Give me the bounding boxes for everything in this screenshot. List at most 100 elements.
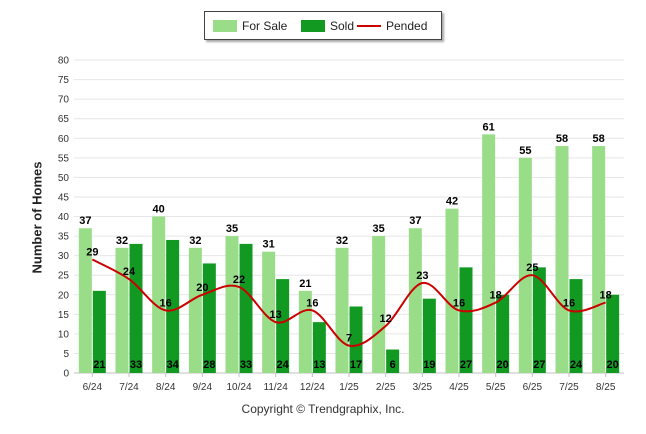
- y-tick-label: 40: [58, 212, 70, 223]
- y-tick-label: 60: [58, 134, 70, 145]
- bar-for-sale: [225, 236, 239, 373]
- legend-label-sold: Sold: [330, 19, 355, 33]
- data-label-pended: 18: [490, 290, 502, 302]
- y-tick-label: 50: [58, 173, 70, 184]
- bar-sold: [532, 267, 546, 373]
- data-label-sold: 33: [130, 359, 142, 371]
- data-label-for-sale: 35: [373, 223, 385, 235]
- y-tick-label: 35: [58, 232, 70, 243]
- x-tick-label: 5/25: [486, 382, 506, 393]
- data-label-for-sale: 40: [153, 204, 165, 216]
- data-label-pended: 7: [346, 333, 352, 345]
- y-tick-label: 80: [58, 56, 70, 67]
- bar-for-sale: [592, 146, 606, 373]
- legend-swatch-for-sale: [213, 20, 237, 32]
- legend-swatch-pended: [357, 25, 381, 27]
- bar-for-sale: [188, 247, 202, 373]
- data-label-for-sale: 61: [483, 121, 495, 133]
- x-tick-label: 6/25: [523, 382, 543, 393]
- data-label-for-sale: 32: [336, 235, 348, 247]
- bar-for-sale: [335, 247, 349, 373]
- data-label-pended: 16: [160, 297, 172, 309]
- data-label-sold: 19: [423, 359, 435, 371]
- x-tick-label: 8/24: [156, 382, 176, 393]
- data-label-pended: 16: [563, 297, 575, 309]
- bar-sold: [202, 263, 216, 373]
- bar-for-sale: [262, 251, 276, 373]
- data-label-sold: 20: [497, 359, 509, 371]
- data-label-sold: 21: [93, 359, 105, 371]
- bar-sold: [92, 290, 106, 373]
- y-axis-label: Number of Homes: [29, 161, 45, 274]
- data-label-for-sale: 58: [556, 133, 568, 145]
- y-tick-label: 55: [58, 153, 70, 164]
- bar-sold: [386, 349, 400, 373]
- data-label-sold: 27: [533, 359, 545, 371]
- data-label-pended: 20: [196, 282, 208, 294]
- x-tick-label: 4/25: [449, 382, 469, 393]
- bar-for-sale: [152, 216, 166, 373]
- data-label-pended: 16: [453, 297, 465, 309]
- bar-for-sale: [408, 228, 422, 373]
- data-label-sold: 17: [350, 359, 362, 371]
- bar-for-sale: [78, 228, 92, 373]
- y-tick-label: 15: [58, 310, 70, 321]
- x-tick-label: 11/24: [264, 382, 289, 393]
- data-label-pended: 18: [600, 290, 612, 302]
- data-label-for-sale: 37: [79, 215, 91, 227]
- bar-for-sale: [555, 146, 569, 373]
- data-label-pended: 25: [526, 262, 538, 274]
- bar-sold: [276, 279, 290, 373]
- data-label-sold: 24: [570, 359, 583, 371]
- legend-label-for-sale: For Sale: [242, 19, 288, 33]
- data-label-pended: 23: [416, 270, 428, 282]
- legend-item-for-sale[interactable]: For Sale: [213, 19, 287, 33]
- bar-for-sale: [445, 208, 459, 373]
- data-label-sold: 24: [277, 359, 290, 371]
- x-tick-label: 10/24: [226, 382, 251, 393]
- y-tick-label: 10: [58, 329, 70, 340]
- data-label-sold: 28: [203, 359, 215, 371]
- legend-item-sold[interactable]: Sold: [301, 19, 354, 33]
- line-pended: [91, 258, 606, 347]
- data-label-pended: 16: [306, 297, 318, 309]
- data-label-for-sale: 55: [519, 145, 531, 157]
- x-tick-label: 3/25: [413, 382, 433, 393]
- bar-sold: [166, 239, 180, 373]
- bar-sold: [312, 322, 326, 373]
- bar-sold: [239, 243, 253, 373]
- data-label-pended: 12: [380, 313, 392, 325]
- bar-for-sale: [482, 134, 496, 373]
- bar-for-sale: [115, 247, 129, 373]
- data-label-for-sale: 31: [263, 239, 275, 251]
- legend-swatch-sold: [301, 20, 325, 32]
- copyright-text: Copyright © Trendgraphix, Inc.: [241, 402, 405, 416]
- data-label-for-sale: 58: [593, 133, 605, 145]
- y-tick-label: 75: [58, 75, 70, 86]
- y-tick-label: 45: [58, 192, 70, 203]
- data-label-pended: 29: [86, 247, 98, 259]
- legend[interactable]: For Sale Sold Pended: [204, 11, 442, 40]
- data-label-for-sale: 21: [299, 278, 311, 290]
- data-label-for-sale: 32: [116, 235, 128, 247]
- y-tick-label: 65: [58, 114, 70, 125]
- y-tick-label: 20: [58, 290, 70, 301]
- bar-sold: [459, 267, 473, 373]
- data-label-sold: 34: [167, 359, 180, 371]
- x-tick-label: 7/25: [559, 382, 579, 393]
- data-label-sold: 33: [240, 359, 252, 371]
- y-tick-label: 25: [58, 271, 70, 282]
- bar-sold: [606, 294, 620, 373]
- y-tick-label: 30: [58, 251, 70, 262]
- legend-item-pended[interactable]: Pended: [357, 19, 427, 33]
- data-label-pended: 24: [123, 266, 136, 278]
- data-label-sold: 20: [607, 359, 619, 371]
- x-tick-label: 1/25: [339, 382, 359, 393]
- bar-sold: [129, 243, 143, 373]
- bar-for-sale: [372, 236, 386, 373]
- x-tick-label: 12/24: [300, 382, 325, 393]
- data-label-pended: 22: [233, 274, 245, 286]
- y-tick-label: 70: [58, 95, 70, 106]
- bar-sold: [569, 279, 583, 373]
